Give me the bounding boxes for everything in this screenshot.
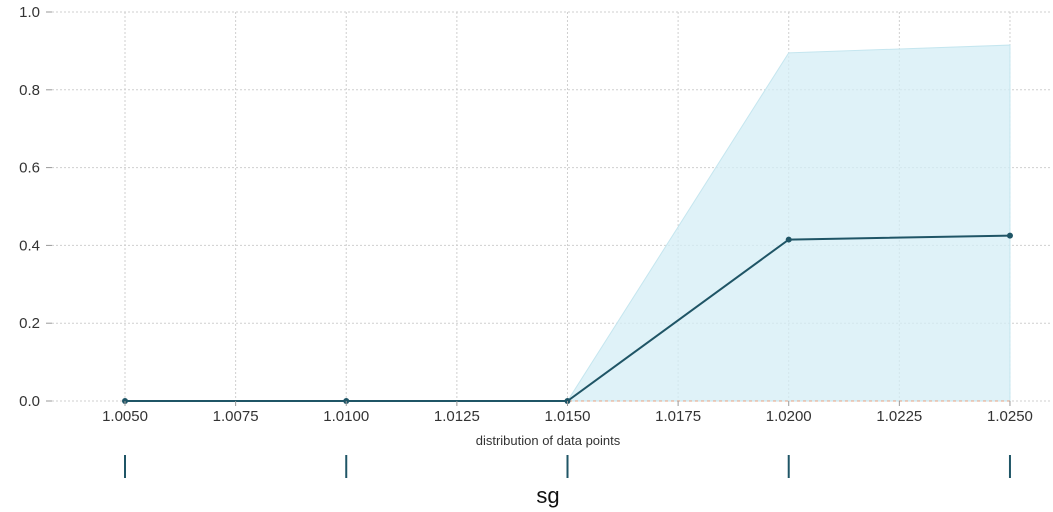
x-tick-label: 1.0200 — [766, 408, 812, 425]
rug-axis-label: sg — [536, 483, 559, 508]
data-point — [785, 236, 792, 243]
x-tick-label: 1.0150 — [545, 408, 591, 425]
confidence-band-area — [125, 44, 1011, 402]
y-tick-label: 0.6 — [19, 160, 40, 177]
x-tick-label: 1.0100 — [323, 408, 369, 425]
y-tick-label: 1.0 — [19, 4, 40, 21]
rug-plot — [124, 455, 1011, 478]
x-tick-label: 1.0125 — [434, 408, 480, 425]
x-tick-label: 1.0250 — [987, 408, 1033, 425]
data-point — [1006, 232, 1013, 239]
x-axis: 1.0050 1.0075 1.0100 1.0125 1.0150 1.0175 1.02… — [102, 401, 1033, 425]
confidence-band — [125, 44, 1011, 402]
y-tick-label: 0.2 — [19, 315, 40, 332]
y-tick-label: 0.4 — [19, 237, 40, 254]
x-tick-label: 1.0225 — [876, 408, 922, 425]
x-tick-label: 1.0175 — [655, 408, 701, 425]
x-tick-label: 1.0050 — [102, 408, 148, 425]
y-axis: 0.0 0.2 0.4 0.6 0.8 1.0 — [19, 4, 52, 410]
x-tick-label: 1.0075 — [213, 408, 259, 425]
x-axis-label: distribution of data points — [476, 433, 621, 448]
y-tick-label: 0.0 — [19, 393, 40, 410]
y-tick-label: 0.8 — [19, 82, 40, 99]
